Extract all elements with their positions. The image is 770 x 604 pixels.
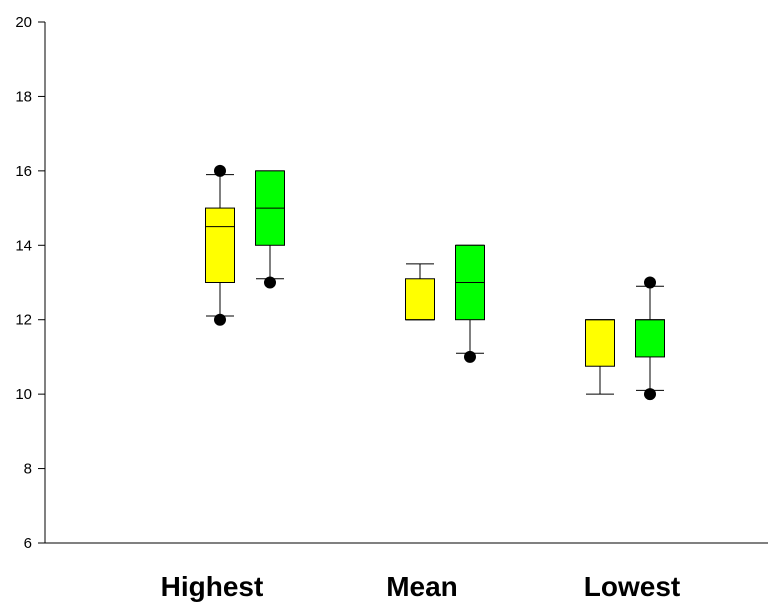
box-iqr — [635, 319, 665, 358]
box-iqr — [205, 207, 235, 283]
category-label-mean: Mean — [386, 571, 458, 602]
box-mean-1 — [405, 263, 435, 321]
box-lowest-2 — [635, 276, 665, 401]
y-tick-label: 6 — [24, 535, 32, 552]
y-ticks: 6 8 10 12 14 16 18 20 — [15, 14, 45, 552]
y-tick-label: 16 — [15, 163, 32, 180]
box-iqr — [585, 319, 615, 367]
axes — [44, 22, 768, 544]
y-tick-label: 8 — [24, 461, 32, 478]
y-tick-label: 14 — [15, 237, 32, 254]
y-tick-label: 18 — [15, 88, 32, 105]
outlier-point — [644, 276, 656, 289]
category-label-lowest: Lowest — [584, 571, 680, 602]
box-iqr — [405, 278, 435, 321]
outlier-point — [214, 313, 226, 326]
box-highest-2 — [255, 170, 285, 289]
outlier-point — [464, 350, 476, 363]
outlier-point — [214, 164, 226, 177]
y-tick-label: 12 — [15, 312, 32, 329]
box-mean-2 — [455, 244, 485, 363]
category-label-highest: Highest — [161, 571, 264, 602]
box-lowest-1 — [585, 319, 615, 395]
boxes — [205, 164, 665, 401]
y-tick-label: 20 — [15, 14, 32, 31]
outlier-point — [264, 276, 276, 289]
x-labels: Highest Mean Lowest — [161, 571, 681, 602]
outlier-point — [644, 388, 656, 401]
y-tick-label: 10 — [15, 386, 32, 403]
box-highest-1 — [205, 164, 235, 326]
